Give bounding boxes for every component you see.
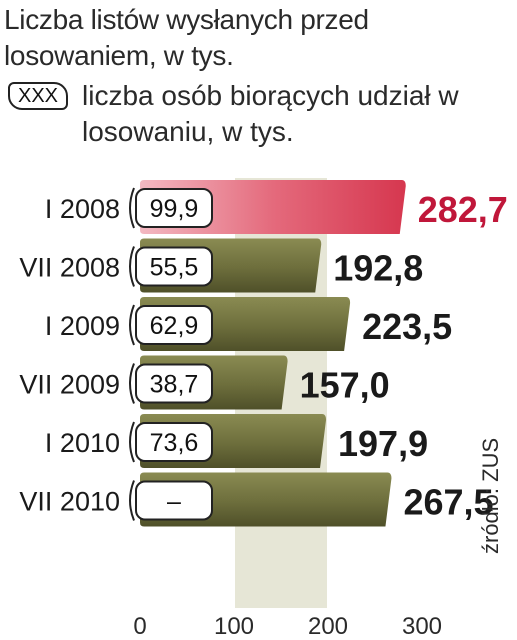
- participants-box: [135, 363, 213, 404]
- participants-label: 62,9: [150, 312, 199, 340]
- participants-label: 73,6: [150, 429, 199, 457]
- label-bracket: [129, 421, 135, 463]
- x-tick-label: 0: [133, 613, 146, 640]
- source-note: źródło: ZUS: [478, 437, 503, 554]
- category-label: I 2008: [45, 194, 120, 224]
- x-tick-label: 300: [402, 613, 442, 640]
- category-label: VII 2008: [19, 253, 120, 283]
- chart-title: Liczba listów wysłanych przed losowaniem…: [4, 4, 369, 71]
- value-label: 223,5: [362, 306, 452, 347]
- participants-label: 99,9: [150, 195, 199, 223]
- label-bracket: [129, 187, 135, 229]
- participants-box: [135, 246, 213, 287]
- category-label: VII 2010: [19, 487, 120, 517]
- value-label: 267,5: [403, 482, 493, 523]
- value-label: 282,7: [418, 189, 508, 230]
- label-bracket: [129, 246, 135, 287]
- legend-swatch: XXX: [8, 82, 68, 110]
- x-tick-label: 200: [308, 613, 348, 640]
- category-label: I 2010: [45, 428, 120, 458]
- category-label: I 2009: [45, 311, 120, 341]
- value-label: 192,8: [333, 248, 423, 289]
- participants-label: –: [167, 488, 181, 516]
- participants-label: 55,5: [150, 254, 199, 282]
- x-tick-label: 100: [214, 613, 254, 640]
- label-bracket: [129, 363, 135, 404]
- value-label: 157,0: [300, 365, 390, 406]
- category-label: VII 2009: [19, 370, 120, 400]
- participants-label: 38,7: [150, 371, 199, 399]
- label-bracket: [129, 480, 135, 521]
- label-bracket: [129, 304, 135, 346]
- participants-box: [135, 188, 213, 228]
- value-label: 197,9: [338, 423, 428, 464]
- legend-text: liczba osób biorących udział w losowaniu…: [82, 80, 459, 147]
- participants-box: [135, 305, 213, 345]
- participants-box: [135, 422, 213, 462]
- participants-box: [135, 480, 213, 521]
